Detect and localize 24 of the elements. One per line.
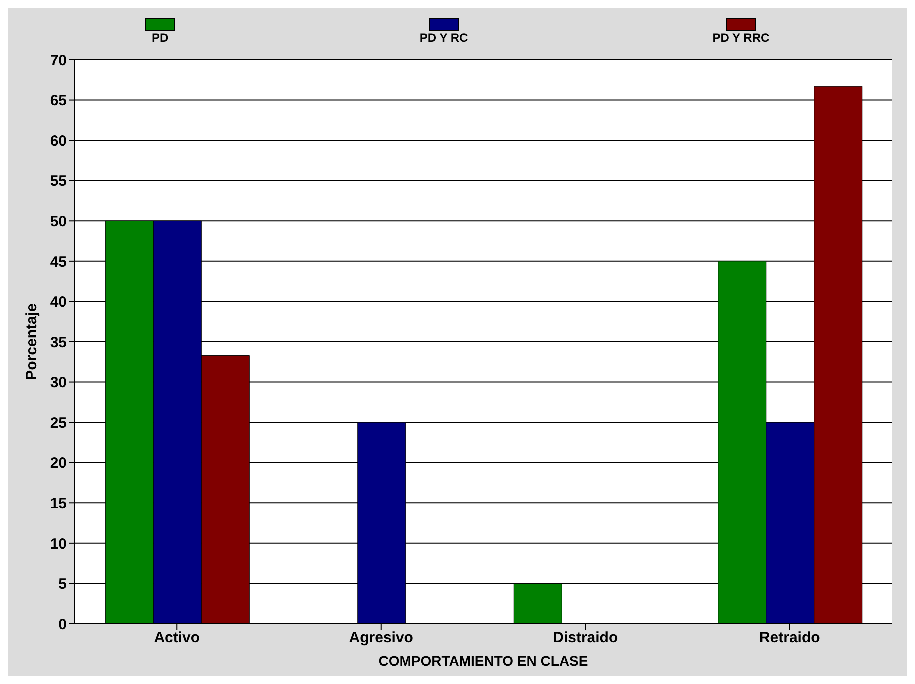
y-tick-label: 15 [50, 495, 67, 512]
y-tick-label: 30 [50, 374, 67, 392]
y-tick-label: 60 [50, 132, 67, 150]
y-tick-label: 0 [58, 616, 67, 634]
y-tick-label: 20 [50, 455, 67, 472]
y-tick-label: 70 [50, 52, 67, 70]
x-tick-label: Retraido [759, 630, 820, 647]
x-tick-label: Activo [154, 630, 200, 647]
y-tick-label: 65 [50, 92, 67, 110]
y-tick-label: 50 [50, 213, 67, 230]
y-tick-label: 45 [50, 254, 67, 271]
y-tick-label: 5 [58, 576, 67, 594]
y-tick-label: 55 [50, 173, 67, 190]
x-axis-title: COMPORTAMIENTO EN CLASE [378, 653, 588, 669]
y-tick-label: 40 [50, 294, 67, 312]
x-tick-label: Distraido [553, 630, 618, 647]
legend-label: PD Y RC [420, 31, 468, 45]
legend-label: PD Y RRC [712, 31, 770, 45]
legend-label: PD [152, 31, 169, 45]
y-tick-label: 25 [50, 414, 67, 432]
y-tick-label: 10 [50, 536, 67, 553]
y-tick-label: 35 [50, 334, 67, 352]
x-tick-label: Agresivo [349, 630, 414, 647]
y-axis-title: Porcentaje [23, 304, 40, 380]
